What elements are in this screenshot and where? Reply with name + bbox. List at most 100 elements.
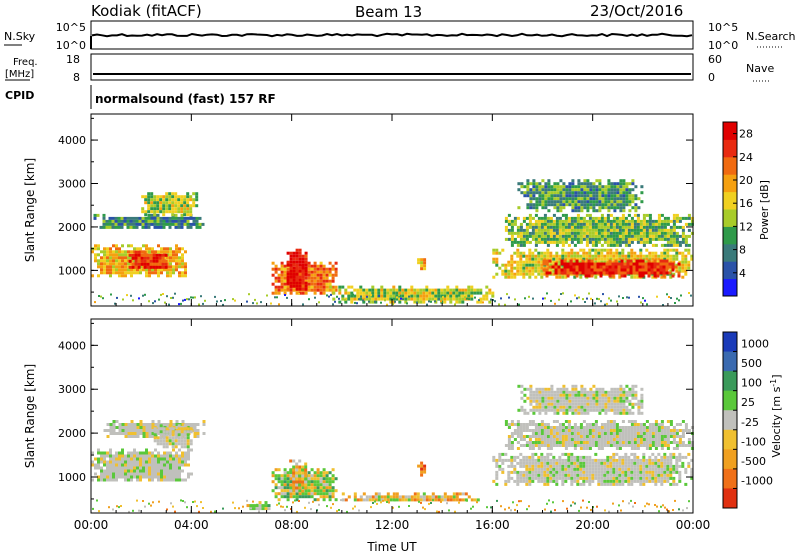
velocity-echo-cell bbox=[163, 472, 166, 476]
power-echo-cell bbox=[157, 250, 160, 254]
power-echo-cell bbox=[577, 206, 581, 210]
power-echo-cell bbox=[663, 219, 667, 223]
power-echo-cell bbox=[597, 231, 601, 235]
velocity-echo-cell bbox=[449, 498, 453, 502]
velocity-echo-cell bbox=[627, 429, 631, 432]
velocity-echo-cell bbox=[672, 482, 676, 486]
velocity-echo-cell bbox=[588, 479, 592, 483]
power-echo-cell bbox=[669, 254, 673, 258]
power-echo-cell bbox=[586, 206, 590, 210]
power-echo-cell bbox=[177, 225, 181, 229]
velocity-echo-cell bbox=[558, 476, 562, 480]
velocity-echo-cell bbox=[546, 441, 550, 444]
velocity-echo-cell bbox=[516, 455, 520, 459]
velocity-echo-cell bbox=[546, 426, 550, 429]
power-echo-cell bbox=[126, 219, 130, 223]
velocity-echo-cell bbox=[627, 461, 631, 465]
velocity-echo-cell bbox=[525, 482, 529, 486]
power-echo-cell bbox=[616, 206, 620, 210]
power-noise-cell bbox=[188, 298, 190, 301]
velocity-echo-cell bbox=[546, 452, 550, 456]
power-echo-cell bbox=[570, 251, 574, 255]
power-echo-cell bbox=[634, 197, 638, 201]
power-echo-cell bbox=[171, 213, 175, 217]
power-echo-cell bbox=[304, 276, 308, 280]
power-echo-cell bbox=[581, 259, 585, 263]
power-echo-cell bbox=[564, 225, 568, 229]
velocity-echo-cell bbox=[531, 473, 535, 477]
power-echo-cell bbox=[601, 191, 605, 195]
power-echo-cell bbox=[136, 268, 139, 272]
power-echo-cell bbox=[166, 268, 169, 272]
velocity-echo-cell bbox=[687, 444, 691, 447]
velocity-echo-cell bbox=[136, 426, 140, 429]
power-echo-cell bbox=[662, 259, 666, 263]
power-echo-cell bbox=[625, 200, 629, 204]
power-echo-cell bbox=[183, 198, 187, 202]
power-echo-cell bbox=[672, 272, 676, 276]
velocity-echo-cell bbox=[552, 470, 556, 474]
velocity-echo-cell bbox=[516, 461, 520, 465]
velocity-echo-cell bbox=[425, 498, 429, 502]
power-echo-cell bbox=[140, 259, 144, 263]
velocity-echo-cell bbox=[187, 454, 190, 458]
power-echo-cell bbox=[519, 254, 523, 258]
power-echo-cell bbox=[162, 198, 166, 202]
power-echo-cell bbox=[522, 228, 526, 232]
velocity-echo-cell bbox=[183, 433, 187, 437]
velocity-echo-cell bbox=[377, 495, 381, 499]
velocity-echo-cell bbox=[669, 476, 673, 480]
power-echo-cell bbox=[669, 248, 673, 252]
velocity-echo-cell bbox=[630, 438, 634, 441]
velocity-echo-cell bbox=[142, 469, 145, 473]
velocity-echo-cell bbox=[292, 489, 296, 493]
power-echo-cell bbox=[577, 188, 581, 192]
velocity-echo-cell bbox=[153, 433, 157, 437]
power-echo-cell bbox=[283, 267, 287, 271]
power-echo-cell bbox=[159, 201, 163, 205]
velocity-echo-cell bbox=[636, 423, 640, 426]
velocity-echo-cell bbox=[410, 495, 414, 499]
power-echo-cell bbox=[648, 240, 652, 244]
power-echo-cell bbox=[573, 225, 577, 229]
power-echo-cell bbox=[118, 265, 121, 269]
power-echo-cell bbox=[482, 294, 486, 298]
power-echo-cell bbox=[636, 240, 640, 244]
power-echo-cell bbox=[134, 265, 138, 269]
velocity-echo-cell bbox=[189, 430, 193, 434]
power-echo-cell bbox=[166, 256, 169, 260]
power-echo-cell bbox=[298, 275, 302, 279]
power-echo-cell bbox=[625, 182, 629, 186]
power-noise-cell bbox=[508, 296, 510, 299]
power-echo-cell bbox=[298, 272, 302, 276]
power-echo-cell bbox=[671, 268, 675, 272]
power-echo-cell bbox=[180, 210, 184, 214]
power-noise-cell bbox=[398, 294, 400, 297]
power-noise-cell bbox=[400, 297, 402, 300]
power-echo-cell bbox=[587, 268, 591, 272]
power-echo-cell bbox=[96, 213, 100, 217]
power-noise-cell bbox=[148, 300, 150, 303]
velocity-echo-cell bbox=[495, 458, 499, 462]
power-echo-cell bbox=[598, 182, 602, 186]
velocity-echo-cell bbox=[295, 495, 299, 499]
velocity-echo-cell bbox=[591, 458, 595, 462]
velocity-echo-cell bbox=[168, 436, 172, 440]
velocity-echo-cell bbox=[148, 469, 151, 473]
velocity-echo-cell bbox=[178, 478, 181, 482]
power-echo-cell bbox=[540, 234, 544, 238]
power-echo-cell bbox=[371, 291, 375, 295]
power-echo-cell bbox=[556, 191, 560, 195]
power-echo-cell bbox=[180, 204, 184, 208]
velocity-echo-cell bbox=[642, 461, 646, 465]
velocity-echo-cell bbox=[166, 478, 169, 482]
power-echo-cell bbox=[156, 201, 160, 205]
power-echo-cell bbox=[573, 251, 577, 255]
velocity-echo-cell bbox=[618, 435, 622, 438]
power-echo-cell bbox=[410, 297, 414, 301]
velocity-echo-cell bbox=[171, 430, 175, 434]
power-echo-cell bbox=[103, 259, 106, 263]
velocity-echo-cell bbox=[171, 439, 175, 443]
power-echo-cell bbox=[155, 262, 159, 266]
velocity-echo-cell bbox=[501, 467, 505, 471]
